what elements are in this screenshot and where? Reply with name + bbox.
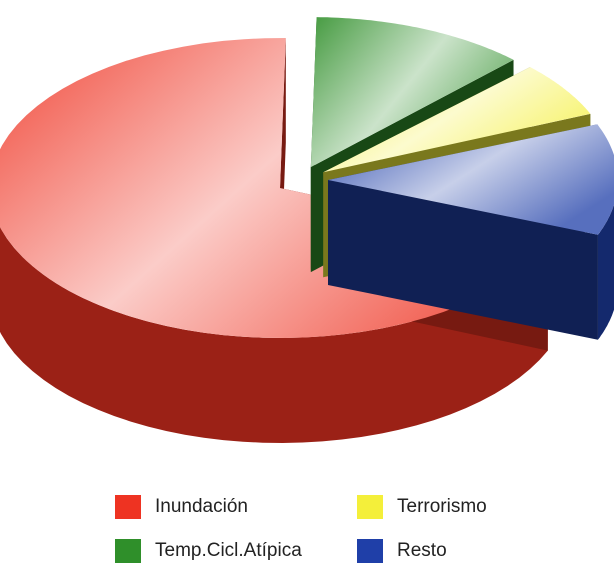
slice-top-resto [328,124,614,235]
slice-wall-resto-1 [327,179,598,340]
slice-side-resto [597,204,614,340]
slice-resto [327,124,614,340]
slice-top-temp-cicl-atipica [310,17,514,168]
slice-top-terrorismo [323,67,591,173]
slice-side-inundacion [0,226,548,443]
